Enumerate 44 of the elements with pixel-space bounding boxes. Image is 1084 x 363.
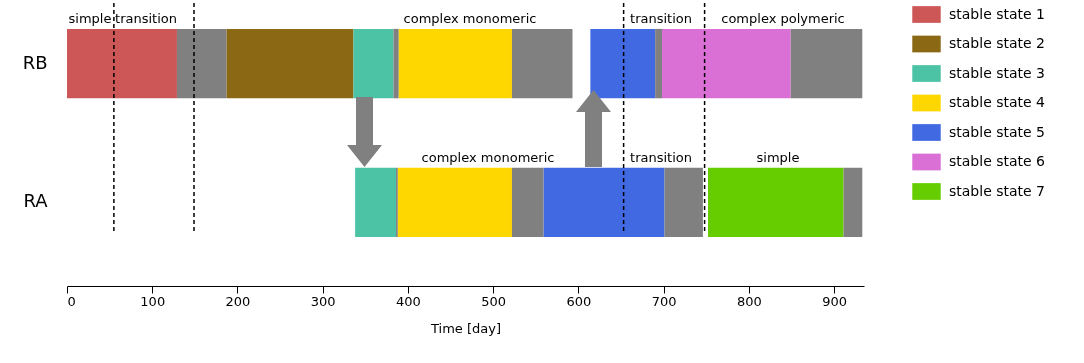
- bar: [511, 167, 544, 238]
- x-tick-label: 900: [822, 293, 848, 309]
- x-axis-title: Time [day]: [429, 320, 502, 336]
- y-tick-label: RA: [23, 190, 49, 212]
- bar: [664, 167, 703, 238]
- x-tick-label: 0: [67, 293, 76, 309]
- annotation: simple: [68, 10, 112, 26]
- x-tick-label: 100: [140, 293, 166, 309]
- legend-label: stable state 1: [949, 5, 1046, 22]
- legend-label: stable state 6: [949, 153, 1046, 169]
- annotation: simple: [756, 149, 800, 165]
- bar: [67, 28, 177, 99]
- legend-label: stable state 4: [949, 94, 1046, 110]
- x-tick-label: 200: [225, 293, 251, 309]
- x-tick-label: 300: [310, 293, 336, 309]
- x-tick-label: 400: [396, 293, 421, 309]
- bar: [226, 28, 354, 99]
- legend-label: stable state 3: [949, 64, 1046, 81]
- bar: [655, 28, 662, 99]
- annotation: transition: [115, 10, 177, 26]
- x-tick-label: 800: [737, 293, 762, 309]
- legend-label: stable state 5: [949, 123, 1046, 140]
- bar: [843, 167, 863, 238]
- bar: [708, 167, 844, 238]
- bar: [176, 28, 227, 99]
- legend-label: stable state 2: [949, 35, 1046, 51]
- bar: [543, 167, 665, 238]
- annotation: complex monomeric: [403, 10, 537, 26]
- annotation: complex polymeric: [721, 10, 845, 26]
- y-tick-label: RB: [22, 51, 48, 73]
- bar: [393, 28, 399, 99]
- x-tick-label: 500: [481, 293, 507, 309]
- legend-label: stable state 7: [949, 182, 1046, 199]
- bar: [661, 28, 791, 99]
- bar: [590, 28, 656, 99]
- annotation: transition: [630, 10, 692, 26]
- bar: [511, 28, 573, 99]
- annotation: complex monomeric: [421, 149, 555, 165]
- bar: [790, 28, 863, 99]
- bar: [397, 167, 512, 238]
- bar: [398, 28, 512, 99]
- x-tick-label: 700: [651, 293, 677, 309]
- x-tick-label: 600: [566, 293, 592, 309]
- annotation: transition: [630, 149, 692, 165]
